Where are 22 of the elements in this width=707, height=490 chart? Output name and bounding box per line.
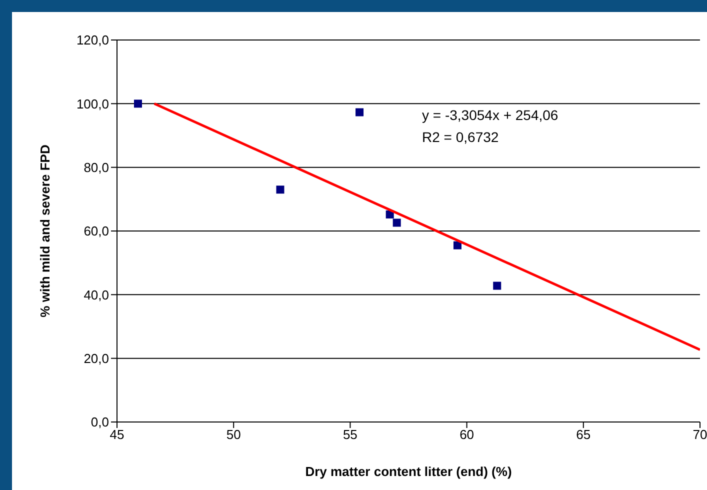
point [392,218,401,227]
y-tick-label: 40,0 [84,287,109,302]
point [453,241,462,250]
equation-note: y = -3,3054x + 254,06 R2 = 0,6732 [422,106,558,147]
point [493,282,502,290]
x-tick-label: 70 [692,427,707,442]
x-tick-label: 50 [226,427,241,442]
point [134,100,142,108]
y-tick-label: 20,0 [84,350,109,366]
point [276,186,284,194]
y-tick-label: 120,0 [76,32,109,48]
y-axis-title: % with mild and severe FPD [38,144,53,318]
x-tick-label: 55 [342,427,358,442]
x-tick-label: 60 [460,427,474,442]
x-axis-title: Dry matter content litter (end) (%) [305,464,512,479]
y-tick-label: 80,0 [84,160,109,175]
point [356,108,364,116]
y-tick-label: 100,0 [76,96,109,112]
x-tick-label: 45 [110,427,124,442]
y-tick-label: 60,0 [84,224,109,239]
y-tick-label: 0,0 [90,414,109,430]
x-tick-label: 65 [576,427,591,442]
